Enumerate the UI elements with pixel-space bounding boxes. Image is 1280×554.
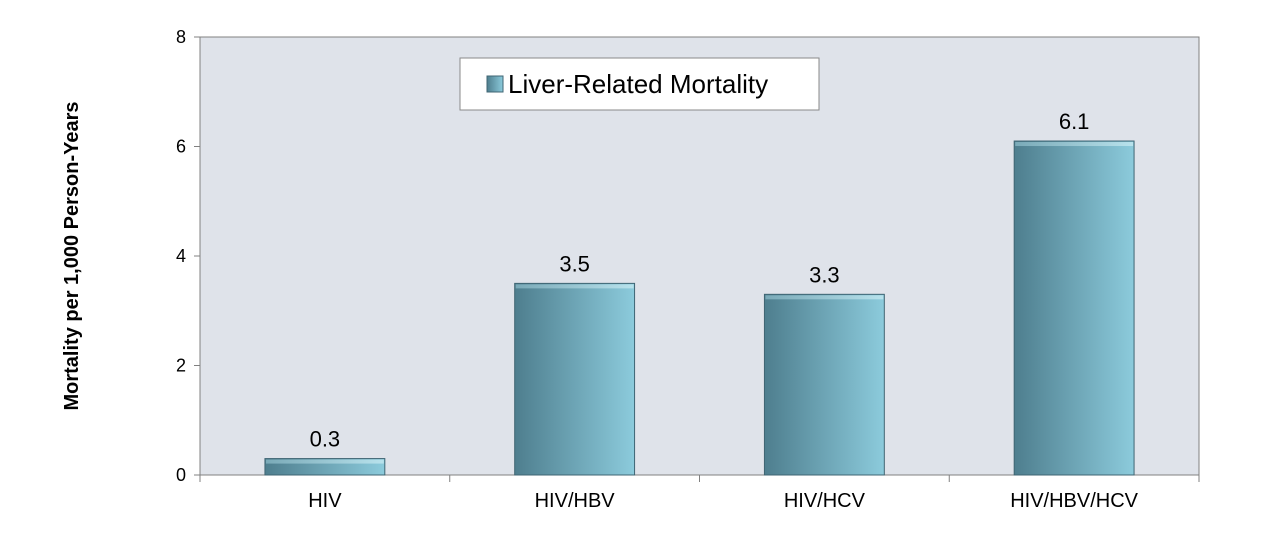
data-label: 6.1 xyxy=(1059,109,1090,134)
legend-box xyxy=(459,57,820,111)
bar-top-highlight xyxy=(265,459,384,464)
bar-top-highlight xyxy=(1015,142,1134,147)
bar-hiv-hcv xyxy=(763,293,885,476)
x-category-label: HIV/HBV/HCV xyxy=(1010,490,1138,512)
y-tick-label: 8 xyxy=(176,27,186,47)
x-category-label: HIV/HBV xyxy=(535,490,616,512)
data-labels: 0.3 3.5 3.3 6.1 xyxy=(310,109,1090,452)
bar-top-highlight xyxy=(515,284,634,289)
x-category-label: HIV xyxy=(308,490,342,512)
y-tick-label: 6 xyxy=(176,137,186,157)
legend-label: Liver-Related Mortality xyxy=(508,69,768,99)
y-tick-label: 0 xyxy=(176,465,186,485)
y-axis: 0 2 4 6 8 xyxy=(176,27,201,485)
bar-top-highlight xyxy=(765,295,884,300)
legend: Liver-Related Mortality xyxy=(459,57,820,111)
y-axis-title: Mortality per 1,000 Person-Years xyxy=(61,101,83,410)
data-label: 0.3 xyxy=(310,427,341,452)
y-tick-label: 2 xyxy=(176,356,186,376)
bar-series xyxy=(264,140,1135,476)
data-label: 3.3 xyxy=(809,262,840,287)
x-category-label: HIV/HCV xyxy=(784,490,866,512)
category-labels: HIV HIV/HBV HIV/HCV HIV/HBV/HCV xyxy=(308,490,1138,512)
y-tick-label: 4 xyxy=(176,246,186,266)
legend-swatch xyxy=(486,75,504,93)
bar-hiv-hbv xyxy=(514,282,636,476)
x-axis xyxy=(199,474,1200,482)
bar-hiv-hbv-hcv xyxy=(1013,140,1135,476)
data-label: 3.5 xyxy=(559,251,590,276)
